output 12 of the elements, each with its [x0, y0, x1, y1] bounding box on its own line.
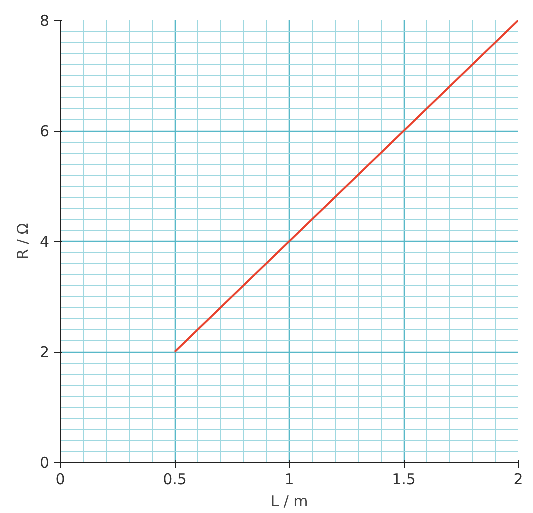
- y-tick-label: 4: [40, 233, 50, 251]
- x-tick-label: 1: [284, 470, 294, 488]
- x-axis-title: L / m: [270, 492, 308, 510]
- x-tick-label: 0: [56, 470, 66, 488]
- x-tick-label: 0.5: [163, 470, 187, 488]
- y-tick-label: 2: [40, 344, 50, 362]
- x-tick-label: 1.5: [392, 470, 416, 488]
- x-tick-label: 2: [514, 470, 524, 488]
- y-tick-label: 0: [40, 454, 50, 472]
- y-axis-title: R / Ω: [14, 223, 32, 260]
- y-tick-label: 6: [40, 122, 50, 140]
- y-tick-label: 8: [40, 12, 50, 30]
